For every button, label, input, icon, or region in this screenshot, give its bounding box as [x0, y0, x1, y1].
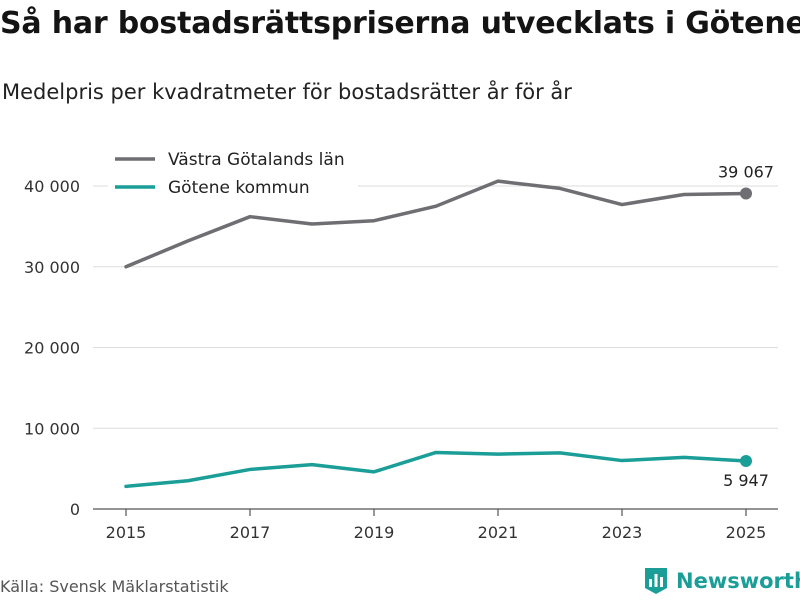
x-tick-label: 2025: [726, 523, 767, 542]
series-end-marker-1: [740, 454, 752, 467]
legend-label: Götene kommun: [168, 178, 310, 198]
chart-subtitle: Medelpris per kvadratmeter för bostadsrä…: [2, 80, 572, 104]
x-tick-label: 2021: [478, 523, 519, 542]
y-tick-label: 40 000: [24, 177, 80, 196]
x-tick-label: 2019: [354, 523, 395, 542]
x-tick-label: 2017: [230, 523, 271, 542]
legend-background: [108, 146, 358, 202]
gridlines: [93, 185, 778, 429]
brand-name: Newsworthy: [676, 569, 800, 593]
source-note: Källa: Svensk Mäklarstatistik: [0, 577, 229, 596]
newsworthy-logo-icon: [645, 568, 667, 594]
series-line-0: [124, 179, 748, 269]
axes: 0 10 000 20 000 30 000 40 000 2015 2017 2019 202…: [24, 177, 778, 542]
brand-logo[interactable]: Newsworthy: [644, 567, 800, 595]
data-labels: 39 067 5 947: [718, 163, 774, 490]
series-end-marker-0: [740, 187, 752, 200]
end-value-label: 5 947: [723, 471, 769, 490]
y-tick-label: 10 000: [24, 419, 80, 438]
legend: Västra Götalands län Götene kommun: [108, 146, 358, 202]
y-tick-label: 20 000: [24, 339, 80, 358]
x-tick-label: 2023: [602, 523, 643, 542]
series-line-1: [124, 450, 748, 489]
legend-label: Västra Götalands län: [168, 150, 345, 170]
y-tick-label: 0: [70, 500, 80, 519]
chart-title: Så har bostadsrättspriserna utvecklats i…: [0, 6, 800, 41]
x-tick-label: 2015: [106, 523, 147, 542]
end-value-label: 39 067: [718, 163, 774, 182]
y-tick-label: 30 000: [24, 258, 80, 277]
series-lines: [124, 179, 752, 489]
